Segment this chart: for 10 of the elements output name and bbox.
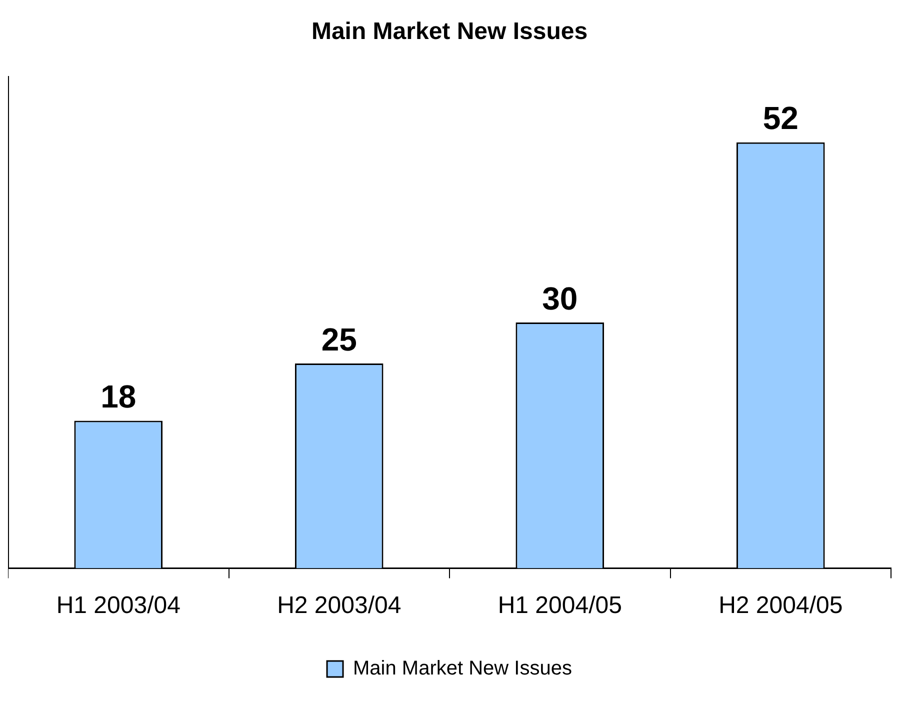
- x-tick-label: H1 2004/05: [498, 592, 622, 620]
- data-label: 25: [321, 321, 357, 358]
- x-tick-label: H1 2003/04: [56, 592, 180, 620]
- chart-title: Main Market New Issues: [311, 18, 588, 46]
- x-tick-label: H2 2003/04: [277, 592, 402, 620]
- data-label: 18: [100, 378, 136, 415]
- data-label: 30: [542, 280, 578, 316]
- legend-label: Main Market New Issues: [353, 658, 572, 680]
- data-label: 52: [762, 100, 798, 136]
- x-tick-label: H2 2004/05: [718, 592, 843, 620]
